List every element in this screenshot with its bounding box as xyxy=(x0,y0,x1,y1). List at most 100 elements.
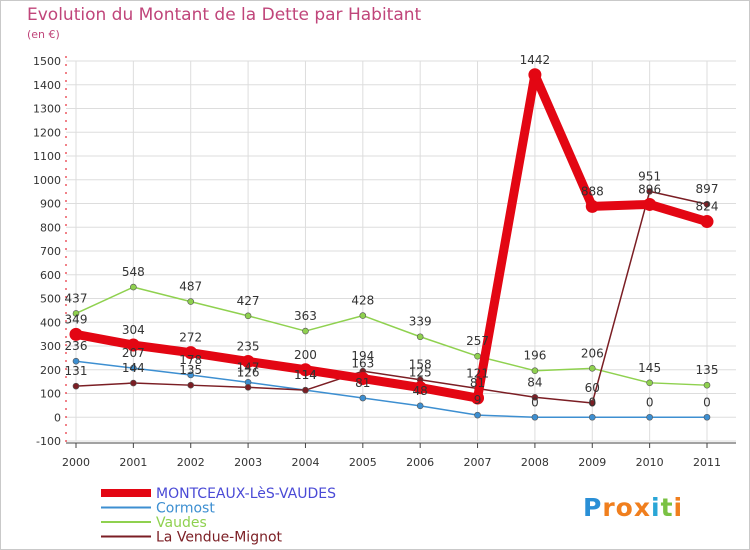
data-label: 81 xyxy=(355,376,370,390)
x-tick-label: 2008 xyxy=(521,456,549,469)
data-label: 548 xyxy=(122,265,145,279)
y-tick-label: 700 xyxy=(40,245,61,258)
data-point xyxy=(244,312,252,320)
data-label: 206 xyxy=(581,346,604,360)
data-point xyxy=(531,367,539,375)
data-point xyxy=(413,381,427,395)
legend-entry: Vaudes xyxy=(156,515,207,531)
data-label: 437 xyxy=(65,291,88,305)
data-label: 194 xyxy=(351,349,374,363)
data-label: 60 xyxy=(585,381,600,395)
x-tick-label: 2003 xyxy=(234,456,262,469)
data-point xyxy=(298,363,312,377)
x-tick-label: 2011 xyxy=(693,456,721,469)
data-label: 339 xyxy=(409,315,432,329)
y-tick-label: 1500 xyxy=(33,55,61,68)
data-label: 428 xyxy=(351,294,374,308)
data-label: 178 xyxy=(179,353,202,367)
data-point xyxy=(130,364,137,372)
series xyxy=(69,68,714,421)
data-label: 1442 xyxy=(520,53,551,67)
data-point xyxy=(528,68,542,82)
data-point xyxy=(244,384,252,391)
data-label: 9 xyxy=(474,393,482,407)
y-tick-label: 900 xyxy=(40,198,61,211)
data-point xyxy=(646,413,653,421)
data-point xyxy=(302,386,309,394)
legend-entry: Cormost xyxy=(156,501,215,517)
data-point xyxy=(646,188,653,195)
data-labels: 349 304 272 235 200 163 125 81 1442 888 896 824 236 2… xyxy=(65,53,719,409)
data-label: 48 xyxy=(413,384,428,398)
data-label: 427 xyxy=(237,294,260,308)
data-point xyxy=(474,352,481,360)
logo-letter: i xyxy=(673,493,684,522)
data-point xyxy=(643,197,657,211)
data-point xyxy=(703,200,711,208)
legend-entry: MONTCEAUX-LèS-VAUDES xyxy=(156,486,336,502)
data-label: 235 xyxy=(237,339,260,353)
logo-letter: i xyxy=(651,493,661,522)
data-point xyxy=(531,393,539,401)
data-point xyxy=(72,357,80,365)
data-point xyxy=(130,283,137,291)
data-point xyxy=(302,327,309,335)
y-tick-label: 400 xyxy=(40,316,61,329)
data-label: 158 xyxy=(409,358,432,372)
logo-letter: x xyxy=(633,493,651,522)
data-point xyxy=(703,381,711,389)
data-label: 114 xyxy=(294,368,317,382)
data-point xyxy=(588,413,596,421)
data-label: 200 xyxy=(294,348,317,362)
data-point xyxy=(241,354,255,368)
data-point xyxy=(187,381,195,389)
data-label: 824 xyxy=(696,200,719,214)
data-point xyxy=(69,327,83,341)
data-label: 0 xyxy=(588,395,596,409)
data-point xyxy=(359,394,367,402)
data-label: 304 xyxy=(122,323,145,337)
data-label: 145 xyxy=(638,361,661,375)
data-label: 0 xyxy=(531,395,539,409)
data-label: 126 xyxy=(237,365,260,379)
y-tick-label: 1000 xyxy=(33,174,61,187)
y-tick-label: 600 xyxy=(40,269,61,282)
proxiti-logo: Proxiti xyxy=(583,493,683,522)
y-tick-label: 1300 xyxy=(33,103,61,116)
series-line xyxy=(75,360,708,418)
data-label: 0 xyxy=(646,395,654,409)
logo-letter: P xyxy=(583,493,603,522)
data-point xyxy=(72,382,80,390)
data-label: 81 xyxy=(470,376,485,390)
data-label: 888 xyxy=(581,184,604,198)
data-point xyxy=(187,371,195,379)
x-tick-label: 2001 xyxy=(119,456,147,469)
data-label: 135 xyxy=(179,363,202,377)
data-point xyxy=(588,399,596,407)
data-point xyxy=(585,199,599,213)
series-line xyxy=(75,190,708,404)
data-label: 196 xyxy=(523,349,546,363)
x-tick-label: 2007 xyxy=(464,456,492,469)
data-point xyxy=(531,413,539,421)
data-label: 236 xyxy=(65,339,88,353)
data-label: 207 xyxy=(122,346,145,360)
data-point xyxy=(416,402,424,410)
data-label: 163 xyxy=(351,357,374,371)
data-point xyxy=(356,372,370,386)
logo-letter: t xyxy=(660,493,674,522)
y-tick-label: 1100 xyxy=(33,150,61,163)
chart-subtitle: (en €) xyxy=(27,28,60,41)
x-tick-label: 2006 xyxy=(406,456,434,469)
data-point xyxy=(184,346,198,360)
x-tick-label: 2002 xyxy=(177,456,205,469)
data-point xyxy=(126,338,140,352)
data-label: 896 xyxy=(638,182,661,196)
data-label: 131 xyxy=(65,364,88,378)
data-point xyxy=(474,411,481,419)
data-point xyxy=(187,298,195,305)
data-label: 144 xyxy=(122,361,145,375)
